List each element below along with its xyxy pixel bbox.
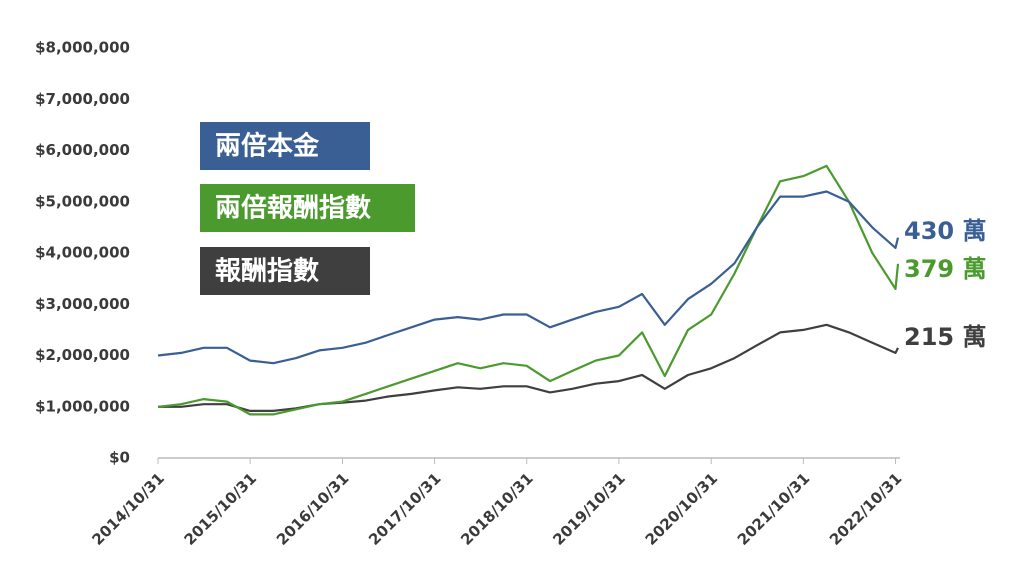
x-tick-label: 2020/10/31: [642, 469, 722, 549]
end-label: 379 萬: [904, 255, 986, 283]
x-tick-label: 2015/10/31: [181, 469, 261, 549]
y-tick-label: $4,000,000: [35, 244, 130, 262]
x-tick-label: 2016/10/31: [273, 469, 353, 549]
y-tick-label: $6,000,000: [35, 141, 130, 159]
y-tick-label: $2,000,000: [35, 346, 130, 364]
x-tick-label: 2021/10/31: [734, 469, 814, 549]
end-label: 215 萬: [904, 323, 986, 351]
x-tick-label: 2017/10/31: [365, 469, 445, 549]
y-tick-label: $7,000,000: [35, 90, 130, 108]
legend-text: 兩倍報酬指數: [215, 193, 371, 224]
legend-box: [200, 122, 370, 170]
legend-text: 報酬指數: [215, 257, 319, 287]
y-tick-label: $5,000,000: [35, 192, 130, 210]
x-tick-label: 2014/10/31: [88, 469, 168, 549]
y-tick-label: $3,000,000: [35, 295, 130, 313]
x-tick-label: 2022/10/31: [826, 469, 906, 549]
y-tick-label: $0: [109, 449, 130, 467]
series-line: [157, 164, 900, 416]
legend-item: 兩倍本金: [200, 122, 370, 170]
legend-box: [200, 247, 370, 295]
y-tick-label: $1,000,000: [35, 397, 130, 415]
end-label: 430 萬: [904, 217, 986, 245]
series-line: [157, 190, 900, 365]
x-tick-label: 2018/10/31: [457, 469, 537, 549]
legend-box: [200, 184, 415, 232]
legend-item: 兩倍報酬指數: [200, 184, 415, 232]
legend-text: 兩倍本金: [215, 131, 320, 162]
series-line: [158, 323, 899, 412]
y-tick-label: $8,000,000: [35, 39, 130, 57]
legend-item: 報酬指數: [200, 247, 370, 295]
x-tick-label: 2019/10/31: [549, 469, 629, 549]
